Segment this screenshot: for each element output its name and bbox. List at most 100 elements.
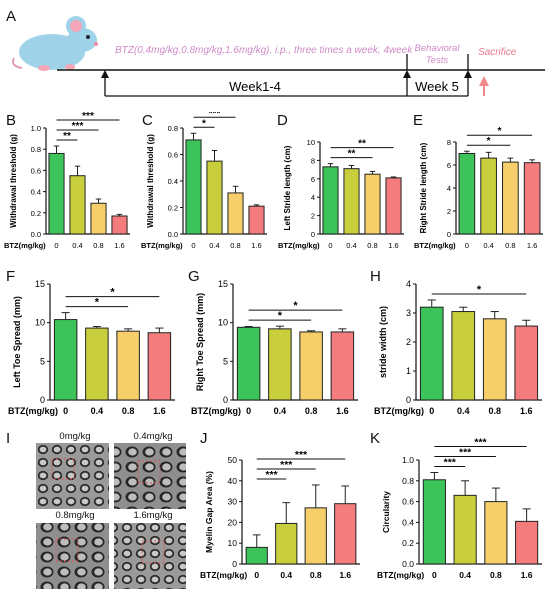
y-tick-label: 0: [232, 559, 237, 569]
bar: [275, 522, 298, 565]
y-tick-label: 10: [35, 318, 45, 328]
y-axis-label: Right Toe Spread (mm): [195, 293, 205, 391]
x-tick-label: 0.4: [91, 406, 104, 416]
tem-roi-box: [55, 538, 79, 562]
bar: [206, 160, 223, 235]
significance-label: *: [95, 297, 100, 309]
y-tick-label: 6: [447, 161, 451, 170]
mouse-icon: [12, 16, 98, 71]
significance-label: *: [477, 284, 482, 296]
tem-label-16: 1.6mg/kg: [133, 510, 173, 521]
panel-letter-e: E: [413, 112, 424, 129]
bar: [502, 161, 519, 235]
x-axis-label: BTZ(mg/kg): [377, 570, 424, 580]
y-tick-label: 6: [311, 175, 315, 184]
y-axis-label: Withdrawal threshold (g): [9, 134, 18, 228]
x-tick-label: 0.8: [93, 241, 103, 250]
x-tick-label: 1.6: [521, 570, 533, 580]
panel-letter-f: F: [6, 268, 16, 285]
x-axis-label: BTZ(mg/kg): [8, 406, 58, 416]
bar: [330, 331, 355, 401]
y-tick-label: 8: [447, 138, 451, 147]
x-tick-label: 1.6: [114, 241, 124, 250]
y-tick-label: 4: [406, 279, 411, 289]
y-axis-label: Left Stride length (cm): [283, 145, 292, 230]
significance-label: *: [498, 126, 502, 137]
y-tick-label: 0.4: [31, 188, 41, 197]
panel-letter-a: A: [6, 8, 17, 25]
y-tick-label: 2: [311, 212, 315, 221]
bar: [304, 507, 327, 565]
panel-letter-h: H: [370, 268, 381, 285]
significance-label: *: [293, 300, 298, 312]
x-tick-label: 0: [191, 241, 195, 250]
y-tick-label: 0: [406, 395, 411, 405]
y-tick-label: 0.4: [168, 177, 178, 186]
x-axis-label: BTZ(mg/kg): [4, 241, 46, 250]
y-tick-label: 0.8: [402, 476, 414, 486]
y-tick-label: 0.8: [168, 124, 178, 133]
significance-label: *: [202, 118, 206, 129]
tem-roi-box: [137, 460, 161, 484]
bar: [268, 328, 292, 401]
y-tick-label: 15: [35, 279, 45, 289]
x-axis-label: BTZ(mg/kg): [191, 406, 241, 416]
bar: [85, 327, 109, 401]
bar: [248, 205, 265, 235]
y-tick-label: 10: [218, 318, 228, 328]
bar: [422, 479, 446, 565]
y-axis-label: Left Toe Spread (mm): [12, 296, 22, 388]
tem-roi-box: [51, 458, 75, 480]
x-tick-label: 0.8: [122, 406, 135, 416]
bar: [419, 306, 444, 401]
bar: [385, 177, 402, 235]
significance-label: ***: [265, 469, 278, 481]
y-tick-label: 1: [406, 366, 411, 376]
bar: [523, 162, 541, 235]
x-axis-label: BTZ(mg/kg): [141, 241, 183, 250]
bar: [343, 168, 360, 235]
x-tick-label: 0.8: [367, 241, 377, 250]
significance-label: ***: [295, 449, 308, 461]
y-tick-label: 50: [228, 455, 238, 465]
tem-label-08: 0.8mg/kg: [55, 510, 95, 521]
x-tick-label: 0.8: [310, 570, 322, 580]
bar: [69, 175, 86, 235]
x-tick-label: 0.8: [490, 570, 502, 580]
significance-label: ***: [444, 456, 457, 468]
y-tick-label: 1.0: [402, 455, 414, 465]
y-tick-label: 0.6: [402, 497, 414, 507]
bar: [111, 215, 128, 235]
x-tick-label: 0: [432, 570, 437, 580]
y-tick-label: 0.0: [402, 559, 414, 569]
week1-4-label: Week1-4: [229, 79, 281, 94]
bar: [482, 318, 507, 401]
panel-letter-d: D: [277, 112, 288, 129]
chart-e: 0 2 4 6 8 Right Stride length (cm) BTZ(mg/kg) 0…: [414, 126, 543, 250]
y-tick-label: 8: [311, 156, 315, 165]
significance-label: **: [348, 149, 356, 160]
y-tick-label: 3: [406, 308, 411, 318]
x-tick-label: 0.4: [72, 241, 82, 250]
y-tick-label: 10: [307, 138, 315, 147]
y-axis-label: stride width (cm): [378, 306, 388, 378]
panel-letter-k: K: [370, 430, 381, 447]
x-tick-label: 0.8: [505, 241, 515, 250]
tem-micrographs: [36, 443, 186, 589]
y-tick-label: 4: [311, 193, 315, 202]
y-tick-label: 0.4: [402, 517, 414, 527]
bar: [514, 325, 539, 401]
bar: [53, 319, 78, 401]
y-axis-label: Withdrawal threshold (g): [146, 134, 155, 228]
x-tick-label: 0.8: [305, 406, 318, 416]
panel-letter-i: I: [6, 430, 11, 447]
x-axis-label: BTZ(mg/kg): [374, 406, 424, 416]
bar: [236, 326, 261, 401]
protocol-text: BTZ(0.4mg/kg,0.8mg/kg,1.6mg/kg), i.p., t…: [115, 45, 413, 56]
y-axis-label: Circularity: [381, 491, 391, 533]
significance-label: ***: [72, 121, 84, 132]
chart-b: 0.0 0.2 0.4 0.6 0.8 1.0 Withdrawal threshold (…: [4, 112, 130, 250]
y-tick-label: 5: [223, 356, 228, 366]
sacrifice-text: Sacrifice: [478, 47, 517, 58]
panel-letter-b: B: [6, 112, 17, 129]
